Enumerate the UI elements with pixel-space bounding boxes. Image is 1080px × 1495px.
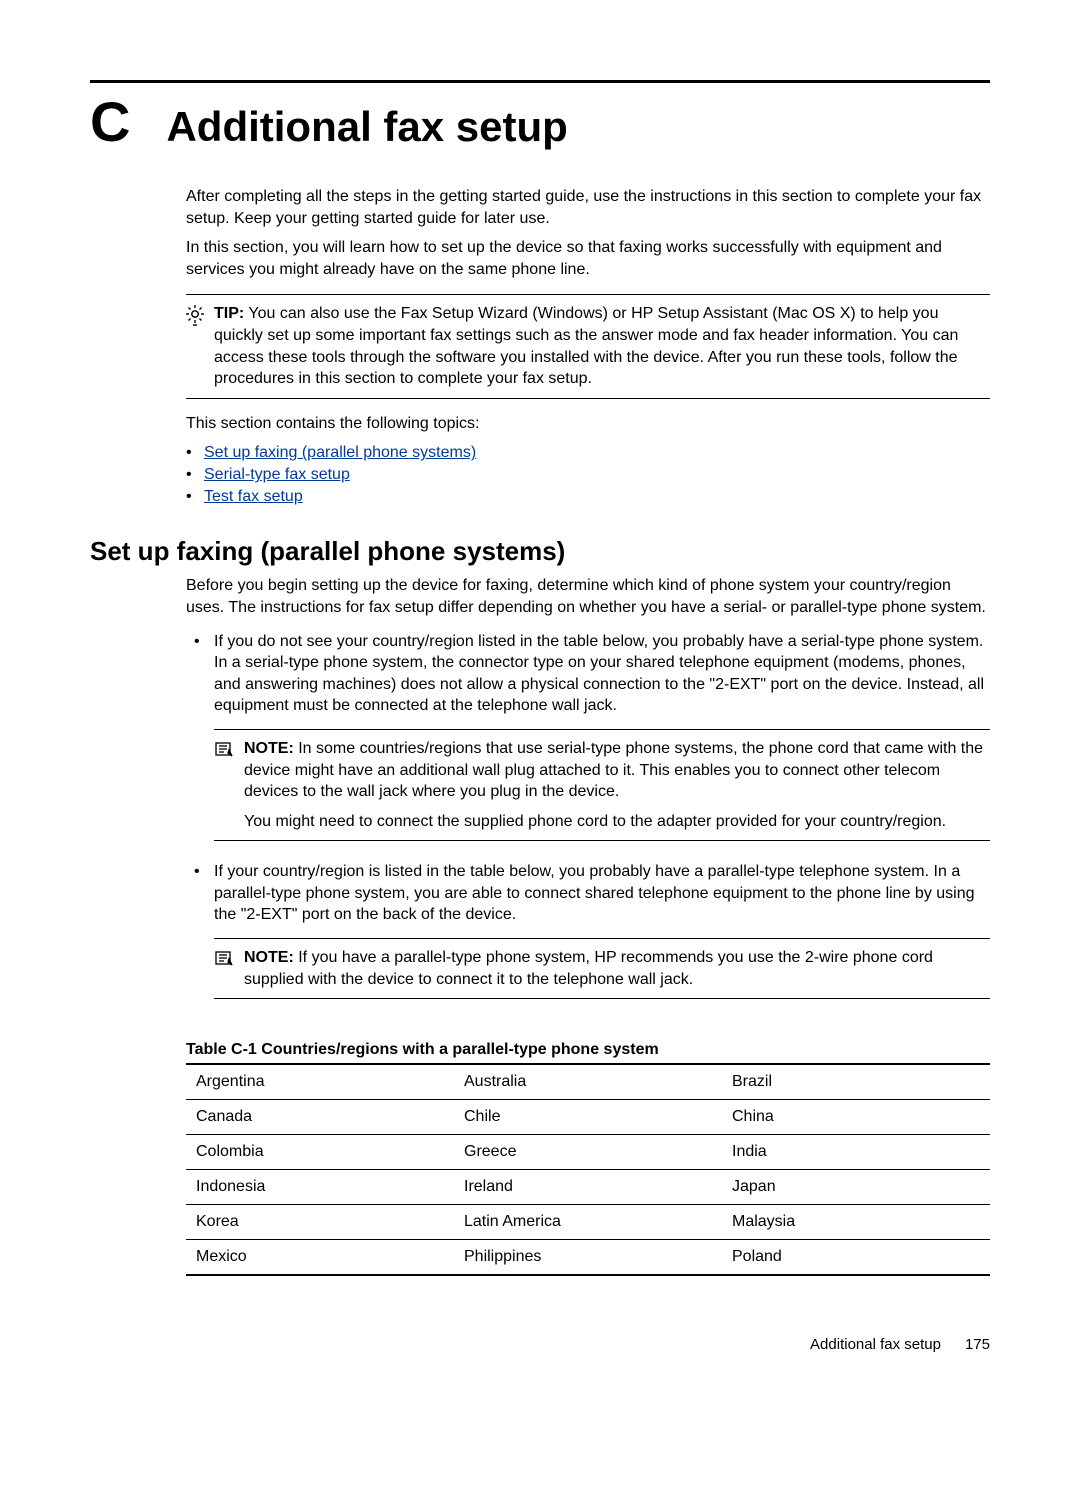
- bullet-1-text: If you do not see your country/region li…: [214, 633, 984, 715]
- intro-para-2: In this section, you will learn how to s…: [186, 237, 990, 280]
- country-cell: Colombia: [186, 1135, 454, 1170]
- country-cell: Greece: [454, 1135, 722, 1170]
- topic-link-2[interactable]: Serial-type fax setup: [204, 466, 350, 483]
- tip-callout: TIP: You can also use the Fax Setup Wiza…: [186, 294, 990, 398]
- note-icon: [214, 949, 234, 990]
- table-row: CanadaChileChina: [186, 1100, 990, 1135]
- note-1: NOTE: In some countries/regions that use…: [214, 729, 990, 841]
- table-row: MexicoPhilippinesPoland: [186, 1240, 990, 1276]
- tip-text: You can also use the Fax Setup Wizard (W…: [214, 305, 958, 387]
- table-row: KoreaLatin AmericaMalaysia: [186, 1205, 990, 1240]
- topic-link-3[interactable]: Test fax setup: [204, 488, 303, 505]
- note-icon: [214, 740, 234, 832]
- countries-table: ArgentinaAustraliaBrazil CanadaChileChin…: [186, 1063, 990, 1276]
- appendix-letter: C: [90, 89, 130, 154]
- bullet-2-text: If your country/region is listed in the …: [214, 863, 975, 923]
- country-cell: Philippines: [454, 1240, 722, 1276]
- tip-icon: [186, 305, 204, 389]
- page-footer: Additional fax setup 175: [90, 1336, 990, 1353]
- topics-intro: This section contains the following topi…: [186, 413, 990, 435]
- table-row: ColombiaGreeceIndia: [186, 1135, 990, 1170]
- top-rule: [90, 80, 990, 83]
- phone-system-list: If you do not see your country/region li…: [186, 627, 990, 1016]
- note2-label: NOTE:: [244, 949, 294, 966]
- note1-p1: In some countries/regions that use seria…: [244, 740, 983, 800]
- country-cell: Chile: [454, 1100, 722, 1135]
- table-row: IndonesiaIrelandJapan: [186, 1170, 990, 1205]
- table-row: ArgentinaAustraliaBrazil: [186, 1064, 990, 1100]
- tip-label: TIP:: [214, 305, 244, 322]
- country-cell: Argentina: [186, 1064, 454, 1100]
- country-cell: Australia: [454, 1064, 722, 1100]
- topics-list: Set up faxing (parallel phone systems) S…: [186, 442, 990, 508]
- country-cell: Japan: [722, 1170, 990, 1205]
- note1-label: NOTE:: [244, 740, 294, 757]
- section-heading: Set up faxing (parallel phone systems): [90, 536, 990, 567]
- footer-title: Additional fax setup: [810, 1336, 941, 1353]
- intro-para-1: After completing all the steps in the ge…: [186, 186, 990, 229]
- table-caption: Table C-1 Countries/regions with a paral…: [186, 1041, 990, 1059]
- topic-link-1[interactable]: Set up faxing (parallel phone systems): [204, 444, 476, 461]
- section-intro: Before you begin setting up the device f…: [186, 575, 990, 618]
- note-2: NOTE: If you have a parallel-type phone …: [214, 938, 990, 999]
- country-cell: India: [722, 1135, 990, 1170]
- note2-text: If you have a parallel-type phone system…: [244, 949, 933, 988]
- country-cell: Poland: [722, 1240, 990, 1276]
- country-cell: Indonesia: [186, 1170, 454, 1205]
- country-cell: Malaysia: [722, 1205, 990, 1240]
- country-cell: Canada: [186, 1100, 454, 1135]
- country-cell: Ireland: [454, 1170, 722, 1205]
- country-cell: China: [722, 1100, 990, 1135]
- footer-page-number: 175: [965, 1336, 990, 1353]
- country-cell: Korea: [186, 1205, 454, 1240]
- country-cell: Mexico: [186, 1240, 454, 1276]
- note1-p2: You might need to connect the supplied p…: [244, 811, 990, 833]
- country-cell: Brazil: [722, 1064, 990, 1100]
- appendix-heading: Additional fax setup: [166, 103, 567, 151]
- country-cell: Latin America: [454, 1205, 722, 1240]
